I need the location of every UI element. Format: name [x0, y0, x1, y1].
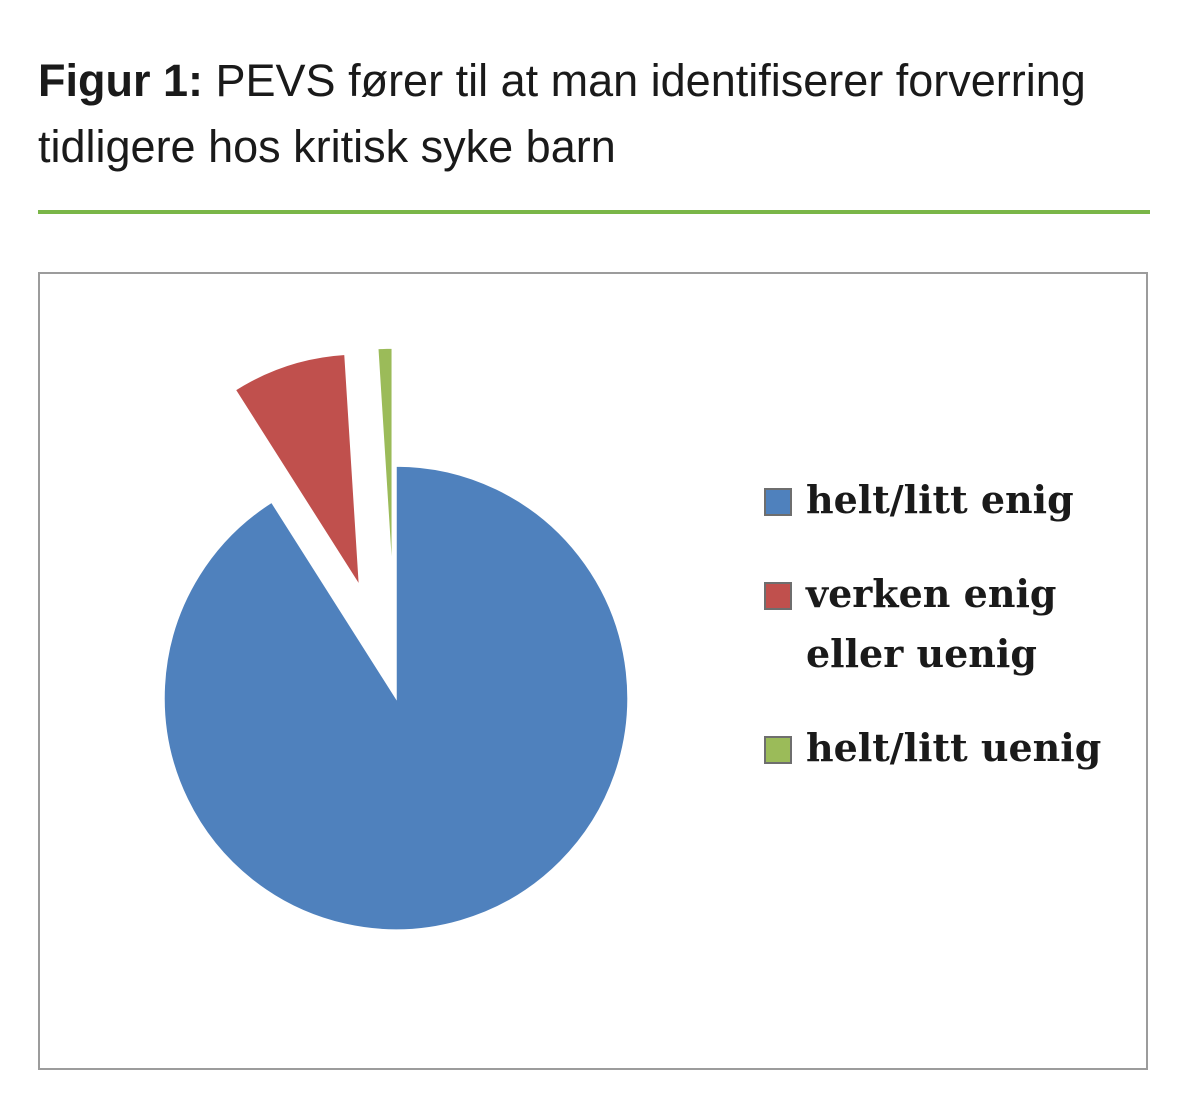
- legend-label: helt/litt uenig: [806, 725, 1102, 770]
- legend-item: verken enig eller uenig: [760, 564, 1130, 684]
- figure-label: Figur 1:: [38, 55, 203, 106]
- pie-chart: [163, 347, 629, 931]
- title-divider: [38, 210, 1150, 214]
- pie-slice: [163, 465, 629, 931]
- legend-swatch: [764, 488, 792, 516]
- legend-item: helt/litt enig: [760, 470, 1130, 530]
- pie-slice: [234, 353, 361, 587]
- legend-label: helt/litt enig: [806, 477, 1074, 522]
- pie-slice: [376, 347, 394, 581]
- figure-title: Figur 1: PEVS fører til at man identifis…: [38, 48, 1148, 180]
- legend-swatch: [764, 736, 792, 764]
- chart-legend: helt/litt enig verken enig eller uenig h…: [760, 470, 1130, 812]
- legend-item: helt/litt uenig: [760, 718, 1130, 778]
- legend-swatch: [764, 582, 792, 610]
- legend-label: verken enig eller uenig: [806, 571, 1057, 676]
- figure-caption: PEVS fører til at man identifiserer forv…: [38, 55, 1086, 172]
- chart-frame: helt/litt enig verken enig eller uenig h…: [38, 272, 1148, 1070]
